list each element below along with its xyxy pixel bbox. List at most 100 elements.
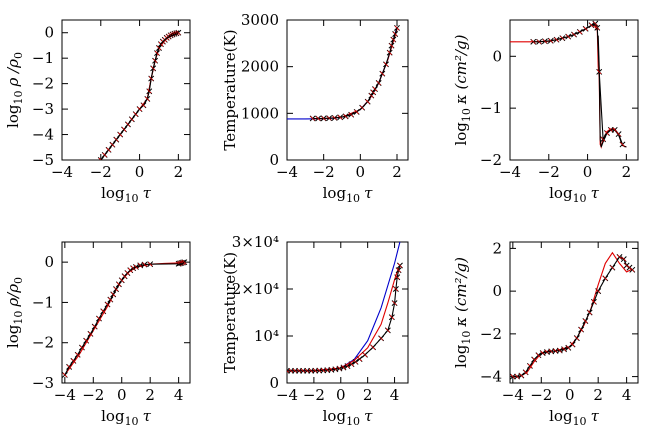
y-tick-label: 2×10⁴ <box>232 280 279 298</box>
plot-frame <box>509 19 639 161</box>
x-tick-label: 2 <box>363 386 373 404</box>
y-axis-label-var: ρ/ρ <box>4 284 22 308</box>
data-point-overlay <box>337 115 343 120</box>
data-point-overlay <box>370 90 376 95</box>
data-point-overlay <box>610 265 615 270</box>
data-point-overlay <box>129 116 135 122</box>
x-axis-label-base: log <box>323 407 347 425</box>
plot-frame <box>286 19 409 161</box>
y-tick-label: 3×10⁴ <box>232 233 279 251</box>
data-point-overlay <box>79 345 85 350</box>
x-axis-label-sub: 10 <box>125 192 139 205</box>
data-point-overlay <box>354 109 359 115</box>
data-point-overlay <box>578 327 584 332</box>
series-line-red <box>64 261 185 376</box>
y-axis-label-var: κ (cm²/g) <box>452 34 470 105</box>
data-point-overlay <box>544 349 550 355</box>
series-group <box>287 24 400 122</box>
plot-frame <box>509 241 639 384</box>
data-point-overlay <box>370 344 376 350</box>
series-line-red <box>287 267 400 372</box>
plot-frame <box>61 19 191 161</box>
data-point-overlay <box>397 263 403 268</box>
x-tick-label: 0 <box>117 386 127 404</box>
data-point-overlay <box>627 265 632 270</box>
y-axis-label-sub: 10 <box>460 331 473 345</box>
data-point-overlay <box>530 39 536 45</box>
data-point-overlay <box>387 50 392 55</box>
data-point-overlay <box>146 88 152 94</box>
data-point-overlay <box>392 300 397 306</box>
data-point-overlay <box>362 352 368 358</box>
data-point-overlay <box>315 116 321 121</box>
data-point-overlay <box>523 370 528 375</box>
data-point-overlay <box>341 365 346 370</box>
data-point-overlay <box>75 352 80 358</box>
series-group <box>62 259 188 378</box>
y-axis-label-text: Temperature(K) <box>221 252 239 373</box>
data-point-overlay <box>630 267 635 273</box>
x-tick-label: 0 <box>356 163 366 181</box>
data-point-overlay <box>380 71 385 76</box>
data-point-overlay <box>560 35 565 41</box>
data-point-overlay <box>88 331 93 337</box>
y-tick-label: −5 <box>32 151 54 169</box>
data-point-overlay <box>180 260 186 265</box>
data-point-overlay <box>554 37 559 42</box>
data-point-overlay <box>108 297 113 302</box>
x-axis-label-sub: 10 <box>125 415 139 428</box>
data-point-overlay <box>310 116 315 121</box>
data-point-overlay <box>156 45 162 51</box>
data-point-overlay <box>96 316 102 321</box>
series-group <box>287 242 403 374</box>
y-tick-label: 0 <box>44 253 54 271</box>
data-point-overlay <box>105 302 110 307</box>
x-tick-label: −2 <box>530 386 552 404</box>
data-point-overlay <box>137 263 143 268</box>
y-tick-label: 3000 <box>241 11 279 29</box>
data-point-overlay <box>561 346 567 352</box>
x-axis-label-var: τ <box>591 184 600 202</box>
x-tick-label: −4 <box>51 163 73 181</box>
y-tick-label: 0 <box>269 374 279 392</box>
y-tick-label: −1 <box>32 293 54 311</box>
data-point-overlay <box>365 99 370 104</box>
y-axis-label-sub2: 0 <box>12 277 25 284</box>
data-point-overlay <box>574 335 580 341</box>
data-point-overlay <box>510 374 516 379</box>
data-point-overlay <box>127 267 133 273</box>
data-point-overlay <box>383 62 389 67</box>
data-point-overlay <box>392 31 398 37</box>
data-point-overlay <box>83 338 89 343</box>
data-point-overlay <box>100 309 106 314</box>
y-axis-label: log10 κ (cm²/g) <box>452 257 473 368</box>
data-point-overlay <box>385 328 391 333</box>
data-point-overlay <box>117 132 123 137</box>
data-point-overlay <box>137 106 142 112</box>
x-axis-label-var: τ <box>143 407 152 425</box>
data-point-overlay <box>394 274 400 280</box>
data-point-overlay <box>596 69 602 75</box>
data-point-overlay <box>583 26 588 32</box>
series-line-blue <box>287 26 398 120</box>
y-tick-label: 0 <box>492 47 502 65</box>
data-point-overlay <box>393 286 399 292</box>
data-point-overlay <box>389 314 395 320</box>
data-point-overlay <box>624 263 629 268</box>
x-axis-label-var: τ <box>591 407 600 425</box>
data-point-overlay <box>300 368 306 374</box>
data-point-overlay <box>348 112 354 118</box>
x-axis-label-var: τ <box>364 184 373 202</box>
y-axis-label: log10 ρ/ρ0 <box>4 277 25 348</box>
data-point-overlay <box>396 267 401 273</box>
y-tick-label: −1 <box>32 49 54 67</box>
data-point-overlay <box>62 372 68 378</box>
data-point-overlay <box>154 50 160 56</box>
x-tick-label: −4 <box>499 163 521 181</box>
y-tick-label: −2 <box>32 75 54 93</box>
data-point-overlay <box>176 30 181 36</box>
